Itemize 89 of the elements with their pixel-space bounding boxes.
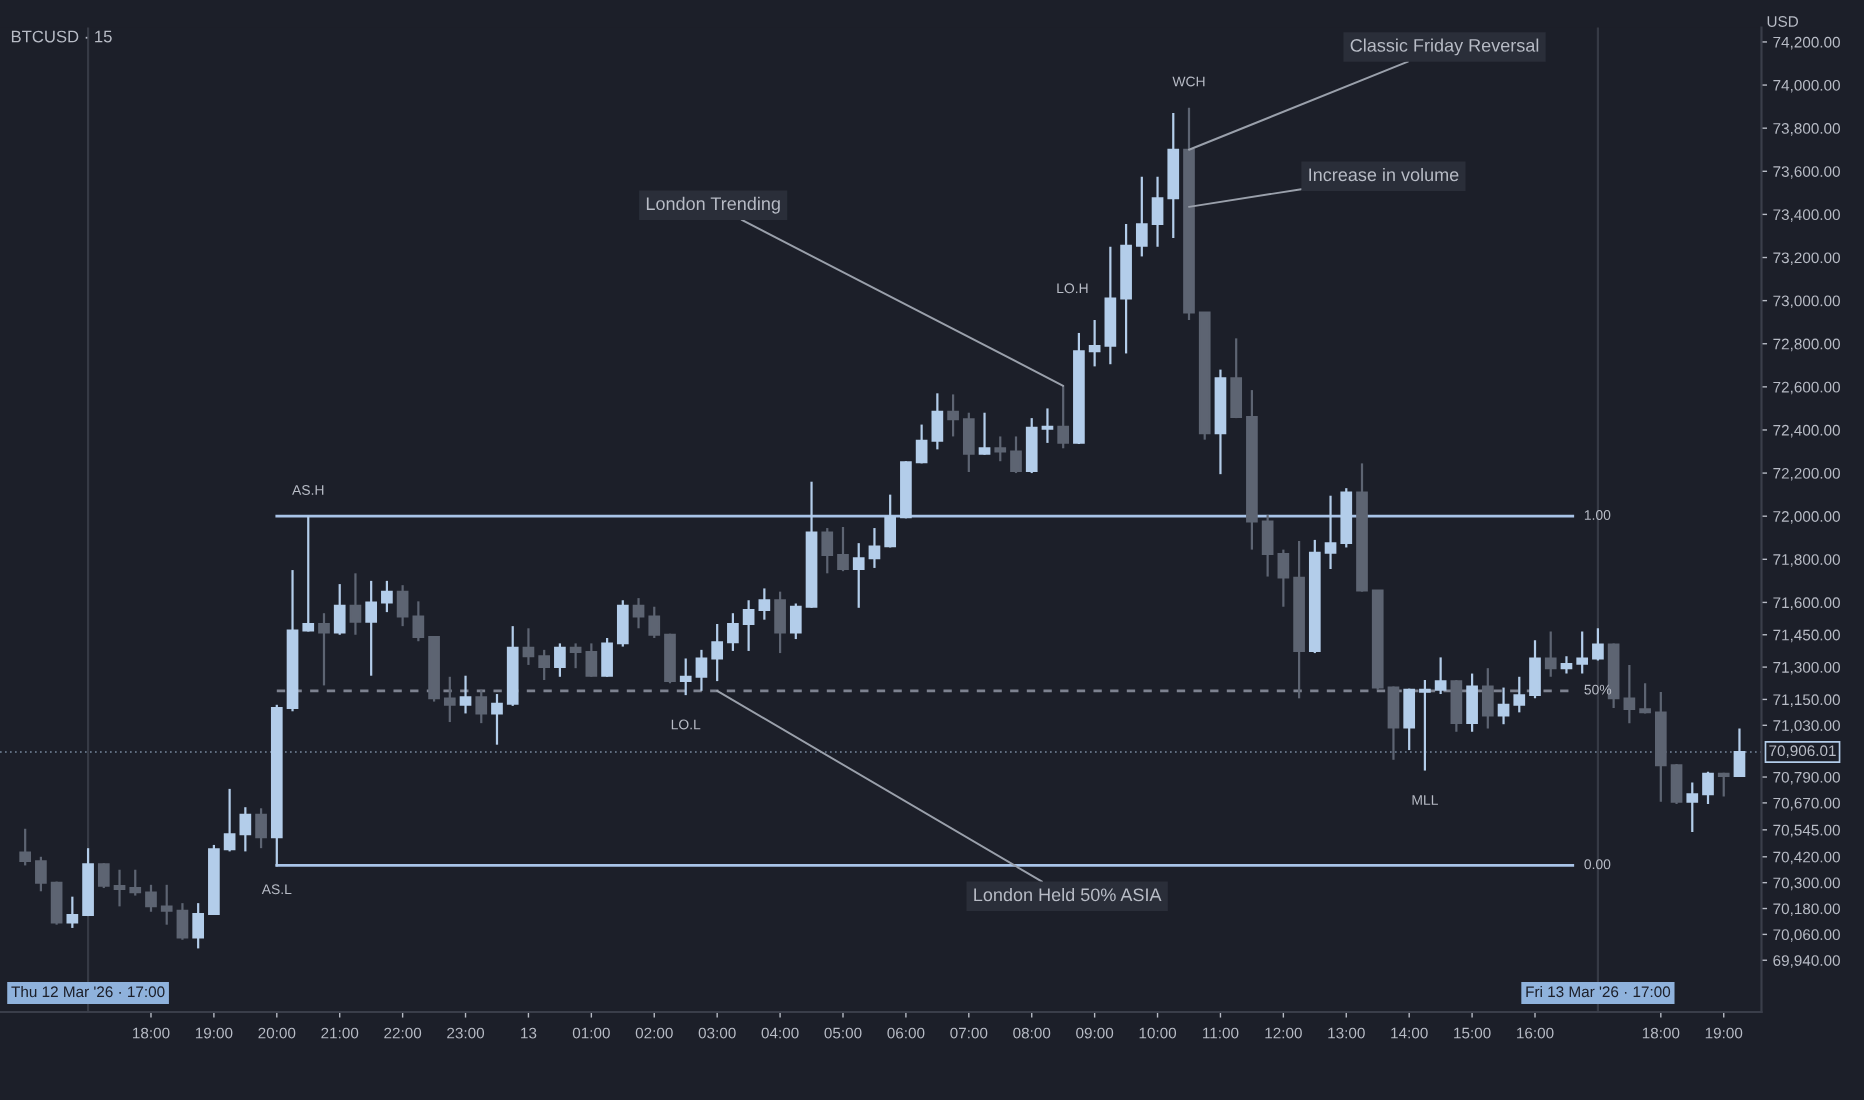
candlestick (1088, 318, 1101, 368)
candlestick (1686, 781, 1699, 834)
candlestick (129, 868, 142, 897)
candlestick (1025, 417, 1038, 475)
candlestick (318, 612, 330, 687)
candlestick (1403, 687, 1416, 752)
annotation: Classic Friday Reversal (1350, 38, 1539, 56)
candlestick (632, 597, 645, 630)
candlestick (1277, 548, 1290, 608)
candlestick (868, 526, 881, 570)
candlestick (365, 579, 378, 677)
candlestick (381, 579, 393, 614)
candlestick (915, 423, 928, 465)
candlestick (1702, 770, 1714, 806)
candlestick (789, 602, 802, 641)
candlestick (821, 526, 834, 575)
candlestick (113, 868, 126, 908)
candlestick (349, 572, 362, 636)
candlestick (1230, 337, 1243, 420)
candlestick (994, 435, 1007, 463)
candlestick (679, 657, 692, 697)
candlestick (50, 880, 63, 926)
candlestick (648, 605, 661, 640)
candlestick (585, 642, 598, 678)
candlestick (1529, 639, 1541, 700)
candlestick (1135, 175, 1148, 258)
candlestick (1010, 435, 1022, 475)
candlestick (223, 787, 236, 853)
candlestick (176, 902, 189, 941)
candlestick (1544, 630, 1557, 678)
candlestick (1670, 762, 1683, 806)
candlestick (255, 807, 267, 850)
candlestick (727, 612, 739, 653)
candlestick (978, 411, 991, 456)
candlestick (1639, 682, 1651, 715)
candlestick (1513, 675, 1526, 714)
candlestick (774, 590, 786, 655)
candlestick (35, 855, 47, 893)
candlestick (160, 883, 173, 926)
candlestick (1497, 686, 1510, 726)
candlestick (443, 675, 456, 724)
candlestick (97, 862, 110, 890)
candlestick (947, 393, 959, 438)
candlestick (931, 392, 944, 451)
candlestick (1592, 627, 1604, 662)
candlestick (711, 622, 724, 683)
candlestick (1481, 667, 1494, 730)
candlestick (239, 806, 252, 853)
annotation: London Trending (646, 196, 780, 214)
candlestick (695, 648, 708, 692)
candlestick (396, 584, 409, 628)
candlestick (554, 642, 566, 678)
candlestick (569, 642, 582, 670)
candlestick (538, 648, 551, 682)
candlestick (19, 827, 32, 867)
candlestick (664, 632, 676, 685)
candlestick (1450, 678, 1463, 733)
candlestick (333, 582, 346, 636)
candlestick (1419, 678, 1431, 772)
candlestick (1434, 656, 1447, 696)
candlestick (1560, 655, 1573, 675)
candlestick (192, 902, 205, 950)
candlestick (1576, 630, 1589, 675)
candlestick (1387, 685, 1400, 761)
candlestick (66, 895, 79, 930)
candlestick (1733, 727, 1746, 779)
candlestick (616, 599, 629, 648)
chart-title: BTCUSD · 15 (11, 30, 112, 43)
candlestick (1623, 663, 1636, 725)
candlestick (491, 692, 503, 746)
candlestick (459, 674, 472, 715)
candlestick (1151, 175, 1164, 248)
candlestick (1041, 407, 1054, 445)
candlestick (475, 688, 488, 725)
candlestick (1057, 384, 1070, 450)
candlestick (145, 883, 157, 913)
candlestick (1104, 245, 1117, 366)
candlestick (522, 627, 535, 667)
candlestick (601, 636, 613, 678)
candlestick (1466, 672, 1478, 733)
annotation: London Held 50% ASIA (974, 887, 1162, 902)
candlestick (837, 525, 849, 573)
candlestick (1261, 514, 1274, 578)
annotation: Increase in volume (1309, 167, 1459, 182)
candlestick (852, 542, 865, 609)
candlestick (412, 600, 425, 643)
candlestick (758, 587, 771, 621)
candlestick (742, 599, 755, 653)
candlestick (962, 411, 975, 474)
